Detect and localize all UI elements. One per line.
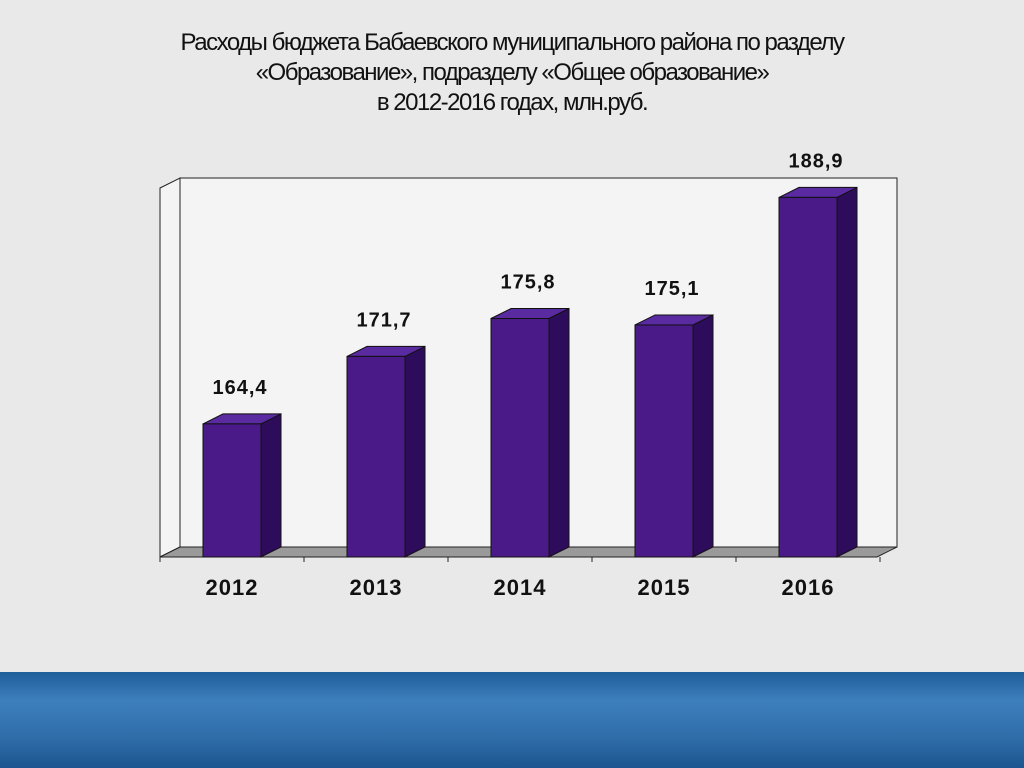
footer-band: [0, 672, 1024, 768]
data-label: 175,8: [500, 272, 555, 294]
data-label: 171,7: [356, 309, 411, 331]
data-label: 175,1: [644, 278, 699, 300]
bar-side: [692, 314, 714, 558]
x-tick-label: 2012: [206, 575, 259, 600]
bar-side: [548, 307, 570, 558]
bar-side: [836, 186, 858, 558]
chart: 2012 164,4 2013 171,7 2014 175,8 2015 175,1 2016…: [159, 150, 898, 600]
x-tick-label: 2016: [782, 575, 835, 600]
bar: [778, 196, 838, 558]
left-wall: [159, 177, 181, 558]
data-label: 164,4: [212, 377, 267, 399]
x-tick-label: 2015: [638, 575, 691, 600]
bar: [346, 355, 406, 558]
bar: [634, 324, 694, 558]
data-label: 188,9: [788, 150, 843, 172]
chart-title: Расходы бюджета Бабаевского муниципально…: [180, 29, 845, 116]
x-tick-label: 2014: [494, 575, 547, 600]
x-tick-label: 2013: [350, 575, 403, 600]
bar: [490, 318, 550, 558]
bar: [202, 423, 262, 558]
bar-side: [260, 413, 282, 558]
bar-side: [404, 345, 426, 558]
